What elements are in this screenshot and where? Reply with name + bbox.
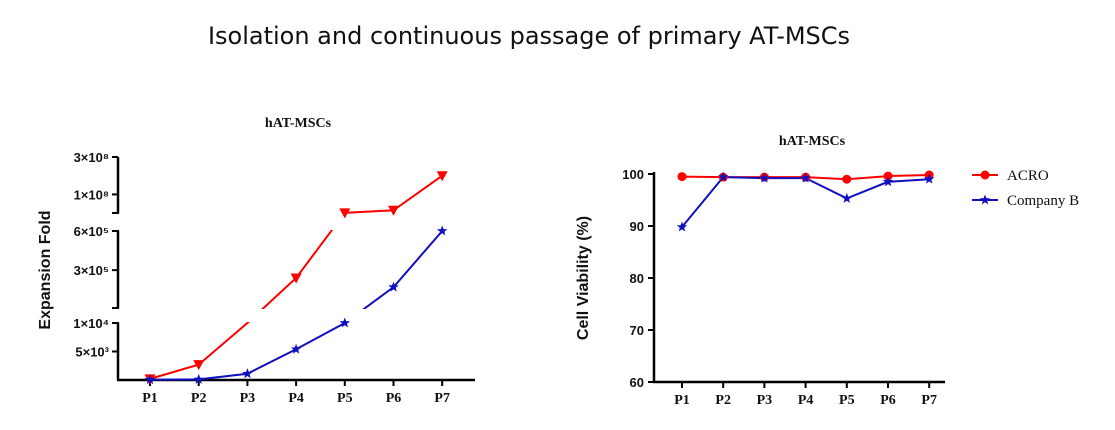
chart2-y-tick-label: 100 <box>622 167 644 182</box>
chart1-y-tick-label: 3×10⁵ <box>74 263 109 278</box>
chart1-point-1-5 <box>388 281 399 292</box>
chart2-point-1-1 <box>718 171 729 182</box>
chart2-series-line-1 <box>681 176 930 228</box>
chart1-y-tick-label: 3×10⁸ <box>74 150 109 165</box>
chart2-point-1-2 <box>759 172 770 183</box>
chart2-y-tick-label: 80 <box>630 271 644 286</box>
chart2-point-1-5 <box>882 176 894 187</box>
chart2-x-tick-label: P6 <box>880 393 896 408</box>
chart1-x-tick-label: P1 <box>142 391 158 406</box>
chart2-point-1-6 <box>924 173 935 184</box>
chart2-x-tick-label: P4 <box>798 393 814 408</box>
chart1-break-gap <box>121 214 481 230</box>
chart2-y-tick-label: 60 <box>630 375 644 390</box>
chart2-x-tick-label: P3 <box>757 393 773 408</box>
chart1-point-0-5 <box>388 205 399 216</box>
chart2-x-tick-label: P2 <box>715 393 731 408</box>
chart2-point-0-4 <box>842 174 852 184</box>
chart2-point-0-5 <box>883 171 893 181</box>
chart1-point-0-6 <box>436 171 448 182</box>
chart1-series-line-1 <box>149 230 443 381</box>
chart1-point-0-4 <box>339 208 351 219</box>
chart1-x-tick-label: P2 <box>191 391 207 406</box>
chart1-x-tick-label: P7 <box>434 391 450 406</box>
chart1-y-tick-label: 1×10⁸ <box>74 187 109 202</box>
chart1-x-tick-label: P5 <box>337 391 353 406</box>
chart1-point-1-3 <box>290 343 302 354</box>
legend-label-1: Company B <box>1007 193 1079 209</box>
chart1-point-1-4 <box>339 317 350 328</box>
chart1-point-1-6 <box>437 225 448 236</box>
chart1-title: hAT-MSCs <box>265 116 332 131</box>
chart2-y-tick-label: 90 <box>630 219 644 234</box>
chart2-y-axis-label: Cell Viability (%) <box>575 216 592 340</box>
chart1-break-gap <box>121 309 481 322</box>
chart2-point-1-4 <box>841 192 852 203</box>
legend-label-0: ACRO <box>1007 168 1049 184</box>
page-title: Isolation and continuous passage of prim… <box>207 22 851 50</box>
chart2-point-1-3 <box>800 172 811 183</box>
legend-marker-0 <box>980 170 990 180</box>
chart1-x-tick-label: P3 <box>240 391 256 406</box>
chart2-title: hAT-MSCs <box>779 134 846 149</box>
chart1-x-tick-label: P4 <box>288 391 304 406</box>
legend-marker-1 <box>979 194 991 205</box>
chart2-point-1-0 <box>676 221 688 232</box>
chart2-point-0-0 <box>677 172 687 182</box>
chart1-y-tick-label: 1×10⁴ <box>73 316 109 331</box>
chart2-x-tick-label: P1 <box>674 393 690 408</box>
chart1-point-1-0 <box>144 374 156 385</box>
chart2-x-tick-label: P7 <box>921 393 937 408</box>
chart1-x-tick-label: P6 <box>386 391 402 406</box>
chart1-point-1-2 <box>242 368 253 379</box>
chart1-y-axis-label: Expansion Fold <box>37 210 54 329</box>
chart1-y-tick-label: 5×10³ <box>75 345 109 360</box>
chart2-x-tick-label: P5 <box>839 393 855 408</box>
chart1-point-1-1 <box>193 373 204 384</box>
chart1-point-0-1 <box>193 360 205 371</box>
chart1-y-tick-label: 6×10⁵ <box>74 224 109 239</box>
chart2-y-tick-label: 70 <box>630 323 644 338</box>
chart1-point-0-3 <box>290 273 302 284</box>
